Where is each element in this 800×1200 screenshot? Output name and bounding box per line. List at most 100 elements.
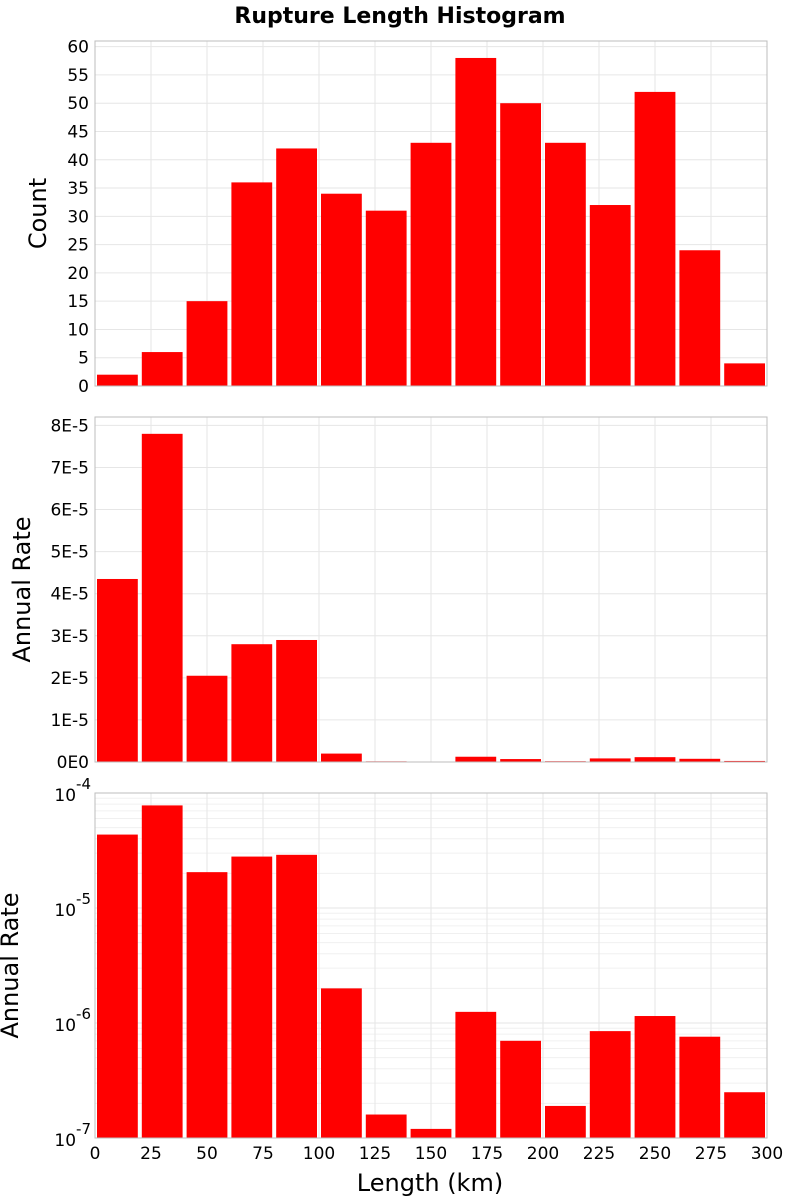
y-tick-label: 10: [67, 320, 89, 340]
histogram-bar: [231, 182, 273, 386]
y-tick-label: 1E-5: [50, 711, 89, 731]
x-tick-label: 75: [252, 1144, 274, 1164]
histogram-bar: [679, 758, 721, 762]
rate-log-panel: 10-7 10-6 10-5 10-4 0 25 50 75 100 125 150 175 200 22…: [0, 775, 783, 1164]
x-tick-label: 50: [196, 1144, 218, 1164]
y-tick-label: 2E-5: [50, 669, 89, 689]
chart-title: Rupture Length Histogram: [234, 4, 565, 29]
histogram-bar: [410, 142, 452, 386]
y-axis-label: Annual Rate: [0, 892, 24, 1038]
rate-linear-panel: 0E0 1E-5 2E-5 3E-5 4E-5 5E-5 6E-5 7E-5 8E-5 Annua…: [8, 416, 768, 773]
histogram-bar: [186, 675, 228, 762]
y-tick-labels: 10-7 10-6 10-5 10-4: [54, 775, 91, 1151]
y-tick-label: 10-6: [54, 1005, 91, 1036]
histogram-bar: [634, 757, 676, 762]
y-tick-label: 35: [67, 179, 89, 199]
y-tick-label: 40: [67, 151, 89, 171]
x-tick-label: 200: [527, 1144, 559, 1164]
histogram-bar: [724, 1092, 765, 1138]
x-tick-label: 250: [639, 1144, 671, 1164]
histogram-bar: [97, 374, 138, 386]
count-panel: 0 5 10 15 20 25 30 35 40 45 50 55 60 Count: [24, 38, 768, 397]
histogram-bar: [545, 142, 586, 386]
histogram-bar: [141, 352, 183, 386]
y-tick-label: 15: [67, 292, 89, 312]
y-tick-label: 8E-5: [50, 416, 89, 436]
y-tick-label: 55: [67, 66, 89, 86]
y-tick-label: 25: [67, 236, 89, 256]
bars: [97, 57, 765, 387]
y-axis-label: Count: [24, 178, 52, 249]
histogram-bar: [97, 834, 138, 1138]
y-tick-label: 10-5: [54, 890, 91, 921]
histogram-bar: [231, 856, 273, 1138]
y-tick-label: 10-4: [54, 775, 91, 806]
histogram-bar: [500, 1040, 541, 1138]
histogram-bar: [634, 91, 676, 386]
histogram-bar: [634, 1016, 676, 1138]
y-tick-label: 7E-5: [50, 458, 89, 478]
y-tick-label: 5E-5: [50, 543, 89, 563]
y-tick-label: 30: [67, 207, 89, 227]
histogram-bar: [724, 760, 765, 762]
histogram-bar: [141, 805, 183, 1138]
histogram-bar: [186, 872, 228, 1138]
x-tick-label: 175: [471, 1144, 503, 1164]
x-axis-label: Length (km): [357, 1169, 503, 1197]
histogram-bar: [589, 758, 631, 762]
histogram-bar: [276, 639, 317, 762]
histogram-bar: [365, 210, 407, 386]
histogram-bar: [455, 756, 497, 762]
histogram-bar: [321, 193, 362, 386]
bars: [97, 805, 765, 1138]
x-tick-label: 0: [90, 1144, 101, 1164]
y-axis-label: Annual Rate: [8, 516, 36, 662]
histogram-bar: [365, 1114, 407, 1138]
y-tick-label: 20: [67, 264, 89, 284]
histogram-bar: [276, 148, 317, 386]
histogram-bar: [500, 759, 541, 762]
y-tick-label: 0E0: [57, 753, 89, 773]
histogram-bar: [410, 1128, 452, 1138]
x-tick-label: 225: [583, 1144, 615, 1164]
x-tick-label: 100: [303, 1144, 335, 1164]
histogram-bar: [545, 1105, 586, 1138]
y-tick-label: 3E-5: [50, 627, 89, 647]
y-tick-label: 60: [67, 38, 89, 58]
y-tick-label: 0: [78, 377, 89, 397]
histogram-bar: [455, 57, 497, 386]
histogram-bar: [321, 753, 362, 762]
histogram-bar: [724, 363, 765, 386]
histogram-bar: [186, 301, 228, 386]
grid: [94, 417, 768, 763]
x-tick-label: 150: [415, 1144, 447, 1164]
histogram-bar: [455, 1011, 497, 1138]
histogram-bar: [141, 433, 183, 762]
bars: [97, 433, 765, 762]
histogram-bar: [500, 103, 541, 387]
histogram-bar: [276, 854, 317, 1138]
histogram-bar: [679, 250, 721, 386]
y-tick-labels: 0 5 10 15 20 25 30 35 40 45 50 55 60: [67, 38, 89, 397]
histogram-bar: [589, 1031, 631, 1138]
x-tick-label: 25: [140, 1144, 162, 1164]
y-tick-label: 5: [78, 349, 89, 369]
histogram-bar: [97, 578, 138, 762]
plot-frame: [94, 416, 768, 763]
x-tick-label: 275: [695, 1144, 727, 1164]
plot-frame: [94, 40, 768, 387]
y-tick-label: 4E-5: [50, 585, 89, 605]
x-tick-label: 300: [751, 1144, 783, 1164]
histogram-bar: [321, 988, 362, 1138]
y-tick-labels: 0E0 1E-5 2E-5 3E-5 4E-5 5E-5 6E-5 7E-5 8E-5: [50, 416, 89, 773]
y-tick-label: 50: [67, 94, 89, 114]
histogram-bar: [589, 205, 631, 386]
x-tick-labels: 0 25 50 75 100 125 150 175 200 225 250 275 300: [90, 1144, 784, 1164]
histogram-bar: [679, 1036, 721, 1138]
plot-frame: [94, 792, 768, 1139]
y-tick-label: 6E-5: [50, 501, 89, 521]
x-tick-label: 125: [359, 1144, 391, 1164]
histogram-bar: [231, 644, 273, 762]
y-tick-label: 45: [67, 122, 89, 142]
